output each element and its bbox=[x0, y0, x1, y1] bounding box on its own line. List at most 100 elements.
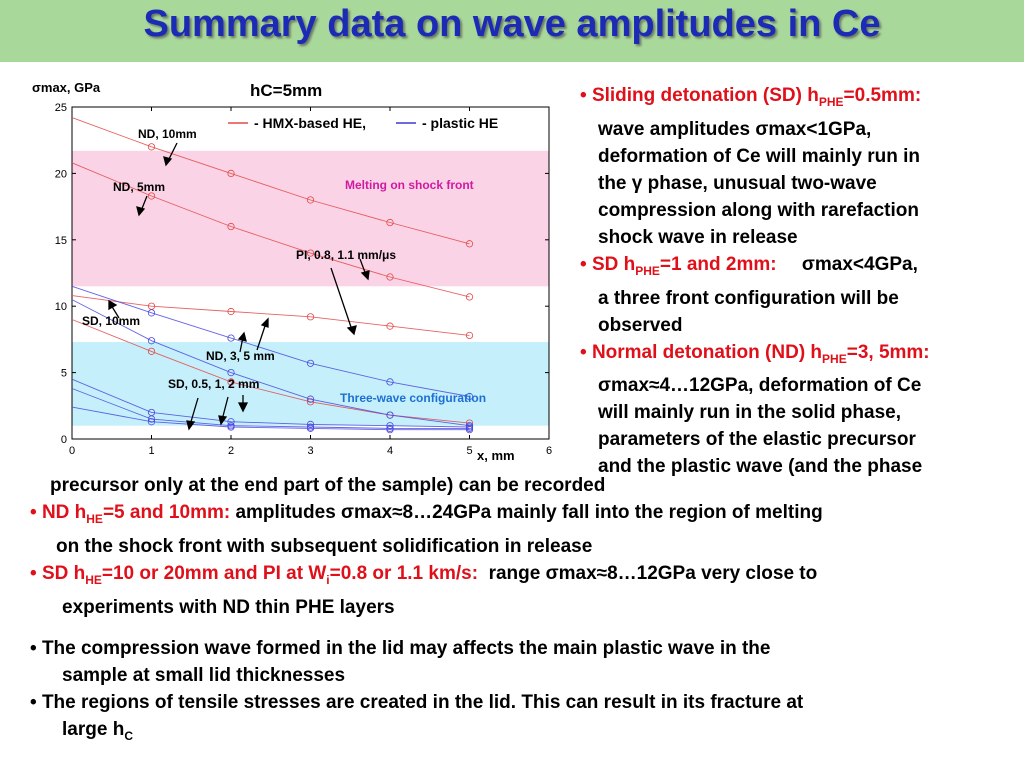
data-point bbox=[306, 313, 315, 321]
data-point bbox=[386, 426, 394, 434]
right-item-line: a three front configuration will be bbox=[598, 287, 899, 309]
series-line-8 bbox=[71, 406, 470, 431]
data-point bbox=[306, 424, 315, 432]
data-point bbox=[465, 293, 474, 301]
bottom-item-nd: • ND hHE=5 and 10mm: amplitudes σmax≈8…2… bbox=[30, 502, 823, 526]
x-tick-label: 2 bbox=[228, 445, 234, 457]
annotation-sd-0512: SD, 0.5, 1, 2 mm bbox=[168, 377, 259, 391]
region-1 bbox=[72, 342, 549, 426]
x-tick-label: 5 bbox=[466, 445, 472, 457]
chart-subtitle: hC=5mm bbox=[250, 81, 322, 100]
region-label-melting: Melting on shock front bbox=[345, 178, 474, 192]
bottom-bullet-1-line2: sample at small lid thicknesses bbox=[62, 664, 346, 686]
right-item-sd-12: • SD hPHE=1 and 2mm: σmax<4GPa, a three … bbox=[580, 251, 1020, 339]
right-item-sd-05: • Sliding detonation (SD) hPHE=0.5mm: wa… bbox=[580, 82, 1020, 251]
data-point bbox=[147, 418, 156, 426]
annotation-sd-10mm: SD, 10mm bbox=[82, 314, 140, 328]
page-title: Summary data on wave amplitudes in Ce bbox=[143, 3, 881, 45]
title-bar bbox=[0, 0, 1024, 62]
data-point bbox=[386, 273, 394, 281]
data-point bbox=[306, 395, 315, 403]
data-point bbox=[306, 196, 315, 204]
y-axis-label: σmax, GPa bbox=[32, 80, 101, 95]
y-tick-label: 15 bbox=[55, 235, 67, 247]
right-item-line: and the plastic wave (and the phase bbox=[598, 456, 923, 478]
data-point bbox=[227, 423, 235, 431]
data-point bbox=[386, 378, 394, 386]
series-line-0 bbox=[71, 117, 470, 245]
annotation-nd-5mm: ND, 5mm bbox=[113, 180, 165, 194]
data-point bbox=[227, 307, 235, 316]
data-point bbox=[306, 359, 315, 367]
x-tick-label: 4 bbox=[387, 445, 393, 457]
y-tick-label: 25 bbox=[55, 102, 67, 114]
data-point bbox=[227, 378, 235, 386]
series-line-2 bbox=[71, 295, 470, 336]
right-item-line: will mainly run in the solid phase, bbox=[598, 402, 901, 424]
right-item-nd: • Normal detonation (ND) hPHE=3, 5mm: σm… bbox=[580, 339, 1020, 481]
data-point bbox=[227, 368, 235, 377]
y-tick-label: 20 bbox=[55, 168, 67, 180]
data-point bbox=[147, 192, 156, 200]
right-item-lead: • Normal detonation (ND) hPHE=3, 5mm: bbox=[580, 341, 930, 366]
bottom-bullet-2-line2: large hC bbox=[62, 718, 133, 743]
data-point bbox=[147, 337, 156, 345]
series-line-7 bbox=[71, 388, 470, 429]
bottom-item-sd: • SD hHE=10 or 20mm and PI at Wi=0.8 or … bbox=[30, 562, 818, 587]
region-label-three-wave: Three-wave configuration bbox=[340, 391, 486, 405]
y-tick-label: 5 bbox=[61, 368, 67, 380]
annotation-pi: PI, 0.8, 1.1 mm/μs bbox=[296, 248, 396, 262]
series-line-5 bbox=[71, 299, 470, 427]
data-point bbox=[465, 392, 474, 401]
data-point bbox=[147, 415, 156, 423]
data-point bbox=[386, 218, 394, 227]
data-point bbox=[147, 143, 156, 151]
right-item-line: shock wave in release bbox=[598, 226, 798, 248]
x-tick-label: 1 bbox=[148, 445, 154, 457]
right-item-line: compression along with rarefaction bbox=[598, 199, 919, 221]
series-line-1 bbox=[71, 162, 470, 298]
bottom-bullet-2: • The regions of tensile stresses are cr… bbox=[30, 691, 804, 713]
data-point bbox=[147, 347, 156, 355]
data-point bbox=[386, 422, 394, 430]
data-point bbox=[227, 222, 235, 231]
x-tick-label: 3 bbox=[307, 445, 313, 457]
right-item-tail: σmax<4GPa, bbox=[801, 253, 918, 275]
right-panel: • Sliding detonation (SD) hPHE=0.5mm: wa… bbox=[580, 82, 1020, 480]
legend-blue-label: - plastic HE bbox=[422, 115, 498, 131]
right-item-lead: • Sliding detonation (SD) hPHE=0.5mm: bbox=[580, 85, 922, 109]
bottom-bullet-1: • The compression wave formed in the lid… bbox=[30, 637, 771, 659]
data-point bbox=[465, 426, 474, 434]
y-tick-label: 10 bbox=[55, 301, 67, 313]
data-point bbox=[227, 418, 235, 426]
right-item-line: observed bbox=[598, 314, 683, 336]
bottom-text: precursor only at the end part of the sa… bbox=[30, 472, 1020, 749]
data-point bbox=[306, 398, 315, 406]
data-point bbox=[306, 420, 315, 428]
legend-red-label: - HMX-based HE, bbox=[254, 115, 366, 131]
data-point bbox=[386, 411, 394, 419]
annotation-nd-3-5mm: ND, 3, 5 mm bbox=[206, 349, 275, 363]
data-point bbox=[227, 334, 235, 342]
data-point bbox=[147, 309, 156, 317]
region-0 bbox=[72, 150, 549, 287]
right-item-line: wave amplitudes σmax<1GPa, bbox=[598, 118, 872, 140]
data-point bbox=[386, 322, 394, 330]
right-item-lead: • SD hPHE=1 and 2mm: bbox=[580, 253, 777, 278]
chart: 0 1 2 3 4 5 6 0 5 10 15 20 25 σmax, GPa x, mm hC=5mm… bbox=[32, 80, 552, 463]
series-line-6 bbox=[71, 378, 470, 428]
bottom-item-sd-line2: experiments with ND thin PHE layers bbox=[62, 596, 395, 618]
annotation-arrows bbox=[108, 142, 370, 431]
data-point bbox=[465, 331, 474, 340]
data-point bbox=[465, 240, 474, 248]
bottom-continuation: precursor only at the end part of the sa… bbox=[50, 475, 606, 496]
right-item-line: parameters of the elastic precursor bbox=[598, 429, 916, 451]
right-item-line: σmax≈4…12GPa, deformation of Ce bbox=[598, 375, 922, 397]
bottom-item-nd-line2: on the shock front with subsequent solid… bbox=[56, 535, 593, 557]
x-tick-label: 6 bbox=[546, 445, 552, 457]
x-tick-label: 0 bbox=[69, 445, 75, 457]
series-line-4 bbox=[71, 285, 470, 397]
data-point bbox=[306, 249, 315, 257]
right-item-line: deformation of Ce will mainly run in bbox=[598, 145, 920, 167]
right-item-line: the γ phase, unusual two-wave bbox=[598, 172, 877, 194]
